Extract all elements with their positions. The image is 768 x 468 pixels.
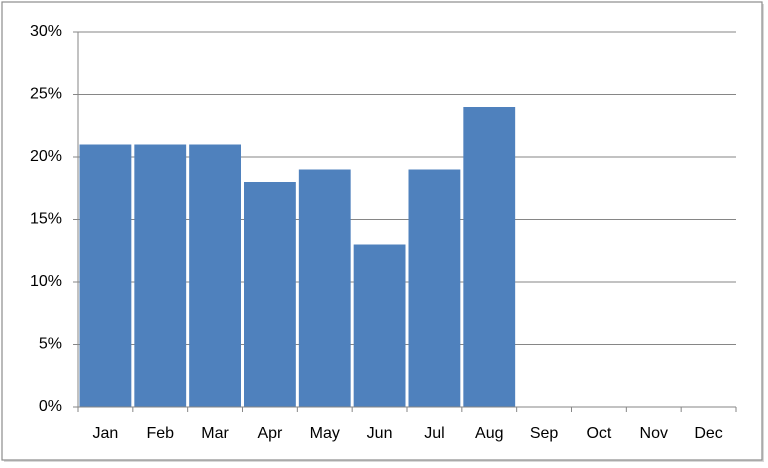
bar	[79, 144, 132, 407]
bar	[463, 107, 516, 407]
y-tick-label: 5%	[39, 336, 62, 353]
y-tick-label: 10%	[30, 273, 62, 290]
x-tick-label: Aug	[475, 425, 503, 442]
y-tick-label: 20%	[30, 148, 62, 165]
x-tick-label: Dec	[694, 425, 722, 442]
x-tick-label: Mar	[201, 425, 229, 442]
x-tick-label: Nov	[640, 425, 668, 442]
y-tick-label: 15%	[30, 211, 62, 228]
x-tick-label: Feb	[146, 425, 174, 442]
x-tick-label: Jan	[93, 425, 119, 442]
x-tick-label: May	[310, 425, 340, 442]
x-tick-label: Jun	[367, 425, 393, 442]
bar	[408, 169, 461, 407]
x-tick-label: Sep	[530, 425, 559, 442]
bar	[134, 144, 187, 407]
bar	[189, 144, 241, 407]
bar	[353, 244, 406, 407]
bar	[244, 182, 296, 407]
y-tick-label: 30%	[30, 23, 62, 40]
x-tick-label: Jul	[424, 425, 444, 442]
x-tick-label: Oct	[586, 425, 611, 442]
x-tick-label: Apr	[257, 425, 283, 442]
y-tick-label: 25%	[30, 86, 62, 103]
y-tick-label: 0%	[39, 398, 62, 415]
bar	[298, 169, 351, 407]
